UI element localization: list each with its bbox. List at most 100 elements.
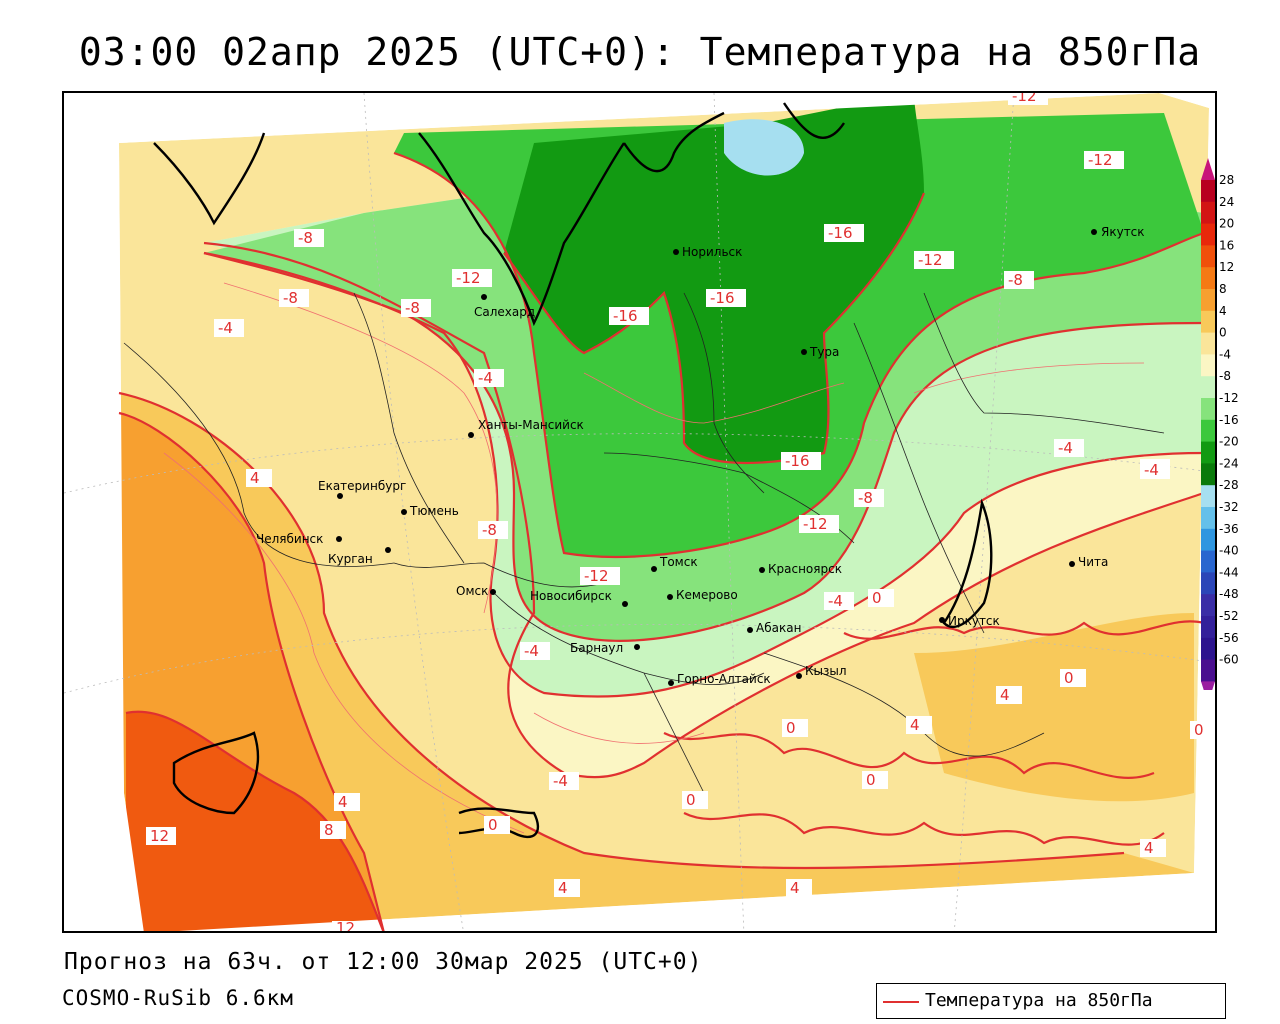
colorbar-swatch <box>1201 550 1215 573</box>
svg-text:4: 4 <box>790 879 800 897</box>
colorbar-swatch <box>1201 594 1215 617</box>
iso-label: -4 <box>214 319 244 337</box>
city-yekaterinburg: Екатеринбург <box>318 479 406 499</box>
city-kyzyl: Кызыл <box>796 664 847 679</box>
iso-label: -16 <box>781 452 821 470</box>
legend: Температура на 850гПа <box>876 983 1226 1019</box>
iso-label: -8 <box>294 229 324 247</box>
forecast-info: Прогноз на 63ч. от 12:00 30мар 2025 (UTC… <box>64 949 703 975</box>
map-canvas: Норильск Якутск Салехард Тура Ханты-Манс… <box>64 93 1215 931</box>
colorbar-tick-label: -36 <box>1219 522 1239 536</box>
colorbar-swatch <box>1201 507 1215 530</box>
iso-label: -4 <box>1140 461 1170 479</box>
iso-label: 0 <box>1060 669 1086 687</box>
colorbar-tick-label: -4 <box>1219 347 1231 361</box>
colorbar-tick-label: 20 <box>1219 217 1234 231</box>
colorbar-swatch <box>1201 223 1215 246</box>
svg-text:0: 0 <box>786 719 796 737</box>
city-gorno-altaysk: Горно-Алтайск <box>668 672 771 686</box>
city-chita: Чита <box>1069 555 1108 569</box>
city-label: Салехард <box>474 305 535 319</box>
colorbar-tick-label: 12 <box>1219 260 1234 274</box>
svg-text:-4: -4 <box>524 642 539 660</box>
field-4-8 <box>119 393 1194 931</box>
svg-text:-8: -8 <box>405 299 420 317</box>
city-label: Кемерово <box>676 588 738 602</box>
colorbar-tick-label: 28 <box>1219 173 1234 187</box>
svg-text:-8: -8 <box>298 229 313 247</box>
field-12-16 <box>126 711 384 931</box>
colorbar-tick-label: 4 <box>1219 304 1227 318</box>
colorbar-swatch <box>1201 659 1215 682</box>
iso-label: -8 <box>478 521 508 539</box>
svg-text:-12: -12 <box>584 567 609 585</box>
iso-label: -12 <box>1084 151 1124 169</box>
city-label: Якутск <box>1101 225 1145 239</box>
iso-label: -16 <box>706 289 746 307</box>
iso-label: -16 <box>609 307 649 325</box>
field-4-8-east <box>914 613 1194 802</box>
colorbar-tick-label: -52 <box>1219 609 1239 623</box>
iso-label: 12 <box>332 919 362 931</box>
iso-label: 4 <box>906 716 932 734</box>
iso-label: 4 <box>554 879 580 897</box>
iso-label: -4 <box>474 369 504 387</box>
svg-text:-12: -12 <box>1088 151 1113 169</box>
colorbar-tick-label: -24 <box>1219 456 1239 470</box>
colorbar-swatch <box>1201 180 1215 203</box>
field-m16-m20 <box>504 93 924 463</box>
colorbar-tick-label: -16 <box>1219 413 1239 427</box>
city-norilsk: Норильск <box>673 245 742 259</box>
svg-text:-8: -8 <box>283 289 298 307</box>
svg-text:-16: -16 <box>785 452 810 470</box>
svg-text:-8: -8 <box>482 521 497 539</box>
iso-label: -12 <box>914 251 954 269</box>
city-barnaul: Барнаул <box>570 641 640 655</box>
city-kurgan: Курган <box>328 547 391 566</box>
colorbar-swatch <box>1201 289 1215 312</box>
svg-text:-8: -8 <box>858 489 873 507</box>
svg-text:12: 12 <box>150 827 169 845</box>
city-khanty-mansiysk: Ханты-Мансийск <box>468 418 584 438</box>
colorbar-swatch <box>1201 267 1215 290</box>
city-label: Барнаул <box>570 641 623 655</box>
svg-text:-12: -12 <box>918 251 943 269</box>
colorbar-tick-label: -56 <box>1219 631 1239 645</box>
iso-label: 0 <box>782 719 808 737</box>
temperature-colorbar: 28 24 20 16 12 8 4 0 -4 -8 -12 -16 -20 -24 -28 -32 -36 -4… <box>1201 158 1239 690</box>
svg-text:0: 0 <box>872 589 882 607</box>
city-omsk: Омск <box>456 584 496 598</box>
colorbar-swatch <box>1201 310 1215 334</box>
iso-label: -8 <box>401 299 431 317</box>
temperature-fields <box>119 93 1209 931</box>
iso-label: -4 <box>520 642 550 660</box>
colorbar-swatch <box>1201 201 1215 225</box>
colorbar-tick-label: -20 <box>1219 435 1239 449</box>
city-tomsk: Томск <box>651 555 698 572</box>
city-yakutsk: Якутск <box>1091 225 1145 239</box>
colorbar-swatch <box>1201 616 1215 639</box>
colorbar-swatch <box>1201 637 1215 661</box>
city-label: Норильск <box>682 245 742 259</box>
city-label: Курган <box>328 552 373 566</box>
domain-mask-top <box>64 93 1215 143</box>
iso-label: 4 <box>246 469 272 487</box>
iso-label: -4 <box>549 772 579 790</box>
iso-label: 0 <box>484 816 510 834</box>
city-label: Новосибирск <box>530 589 612 603</box>
iso-label: 0 <box>1190 721 1215 739</box>
city-irkutsk: Иркутск <box>939 614 1000 628</box>
admin-borders <box>123 292 1165 794</box>
svg-text:4: 4 <box>1144 839 1154 857</box>
iso-label: -12 <box>452 269 492 287</box>
colorbar-swatch <box>1201 572 1215 595</box>
iso-label: -12 <box>1008 93 1048 105</box>
temperature-map[interactable]: Норильск Якутск Салехард Тура Ханты-Манс… <box>62 91 1217 933</box>
chart-title: 03:00 02апр 2025 (UTC+0): Температура на… <box>78 30 1202 74</box>
city-salekhard: Салехард <box>474 294 535 319</box>
svg-text:8: 8 <box>324 821 334 839</box>
city-label: Иркутск <box>948 614 1000 628</box>
city-markers: Норильск Якутск Салехард Тура Ханты-Манс… <box>256 225 1145 686</box>
city-chelyabinsk: Челябинск <box>256 532 342 546</box>
svg-text:-4: -4 <box>828 592 843 610</box>
